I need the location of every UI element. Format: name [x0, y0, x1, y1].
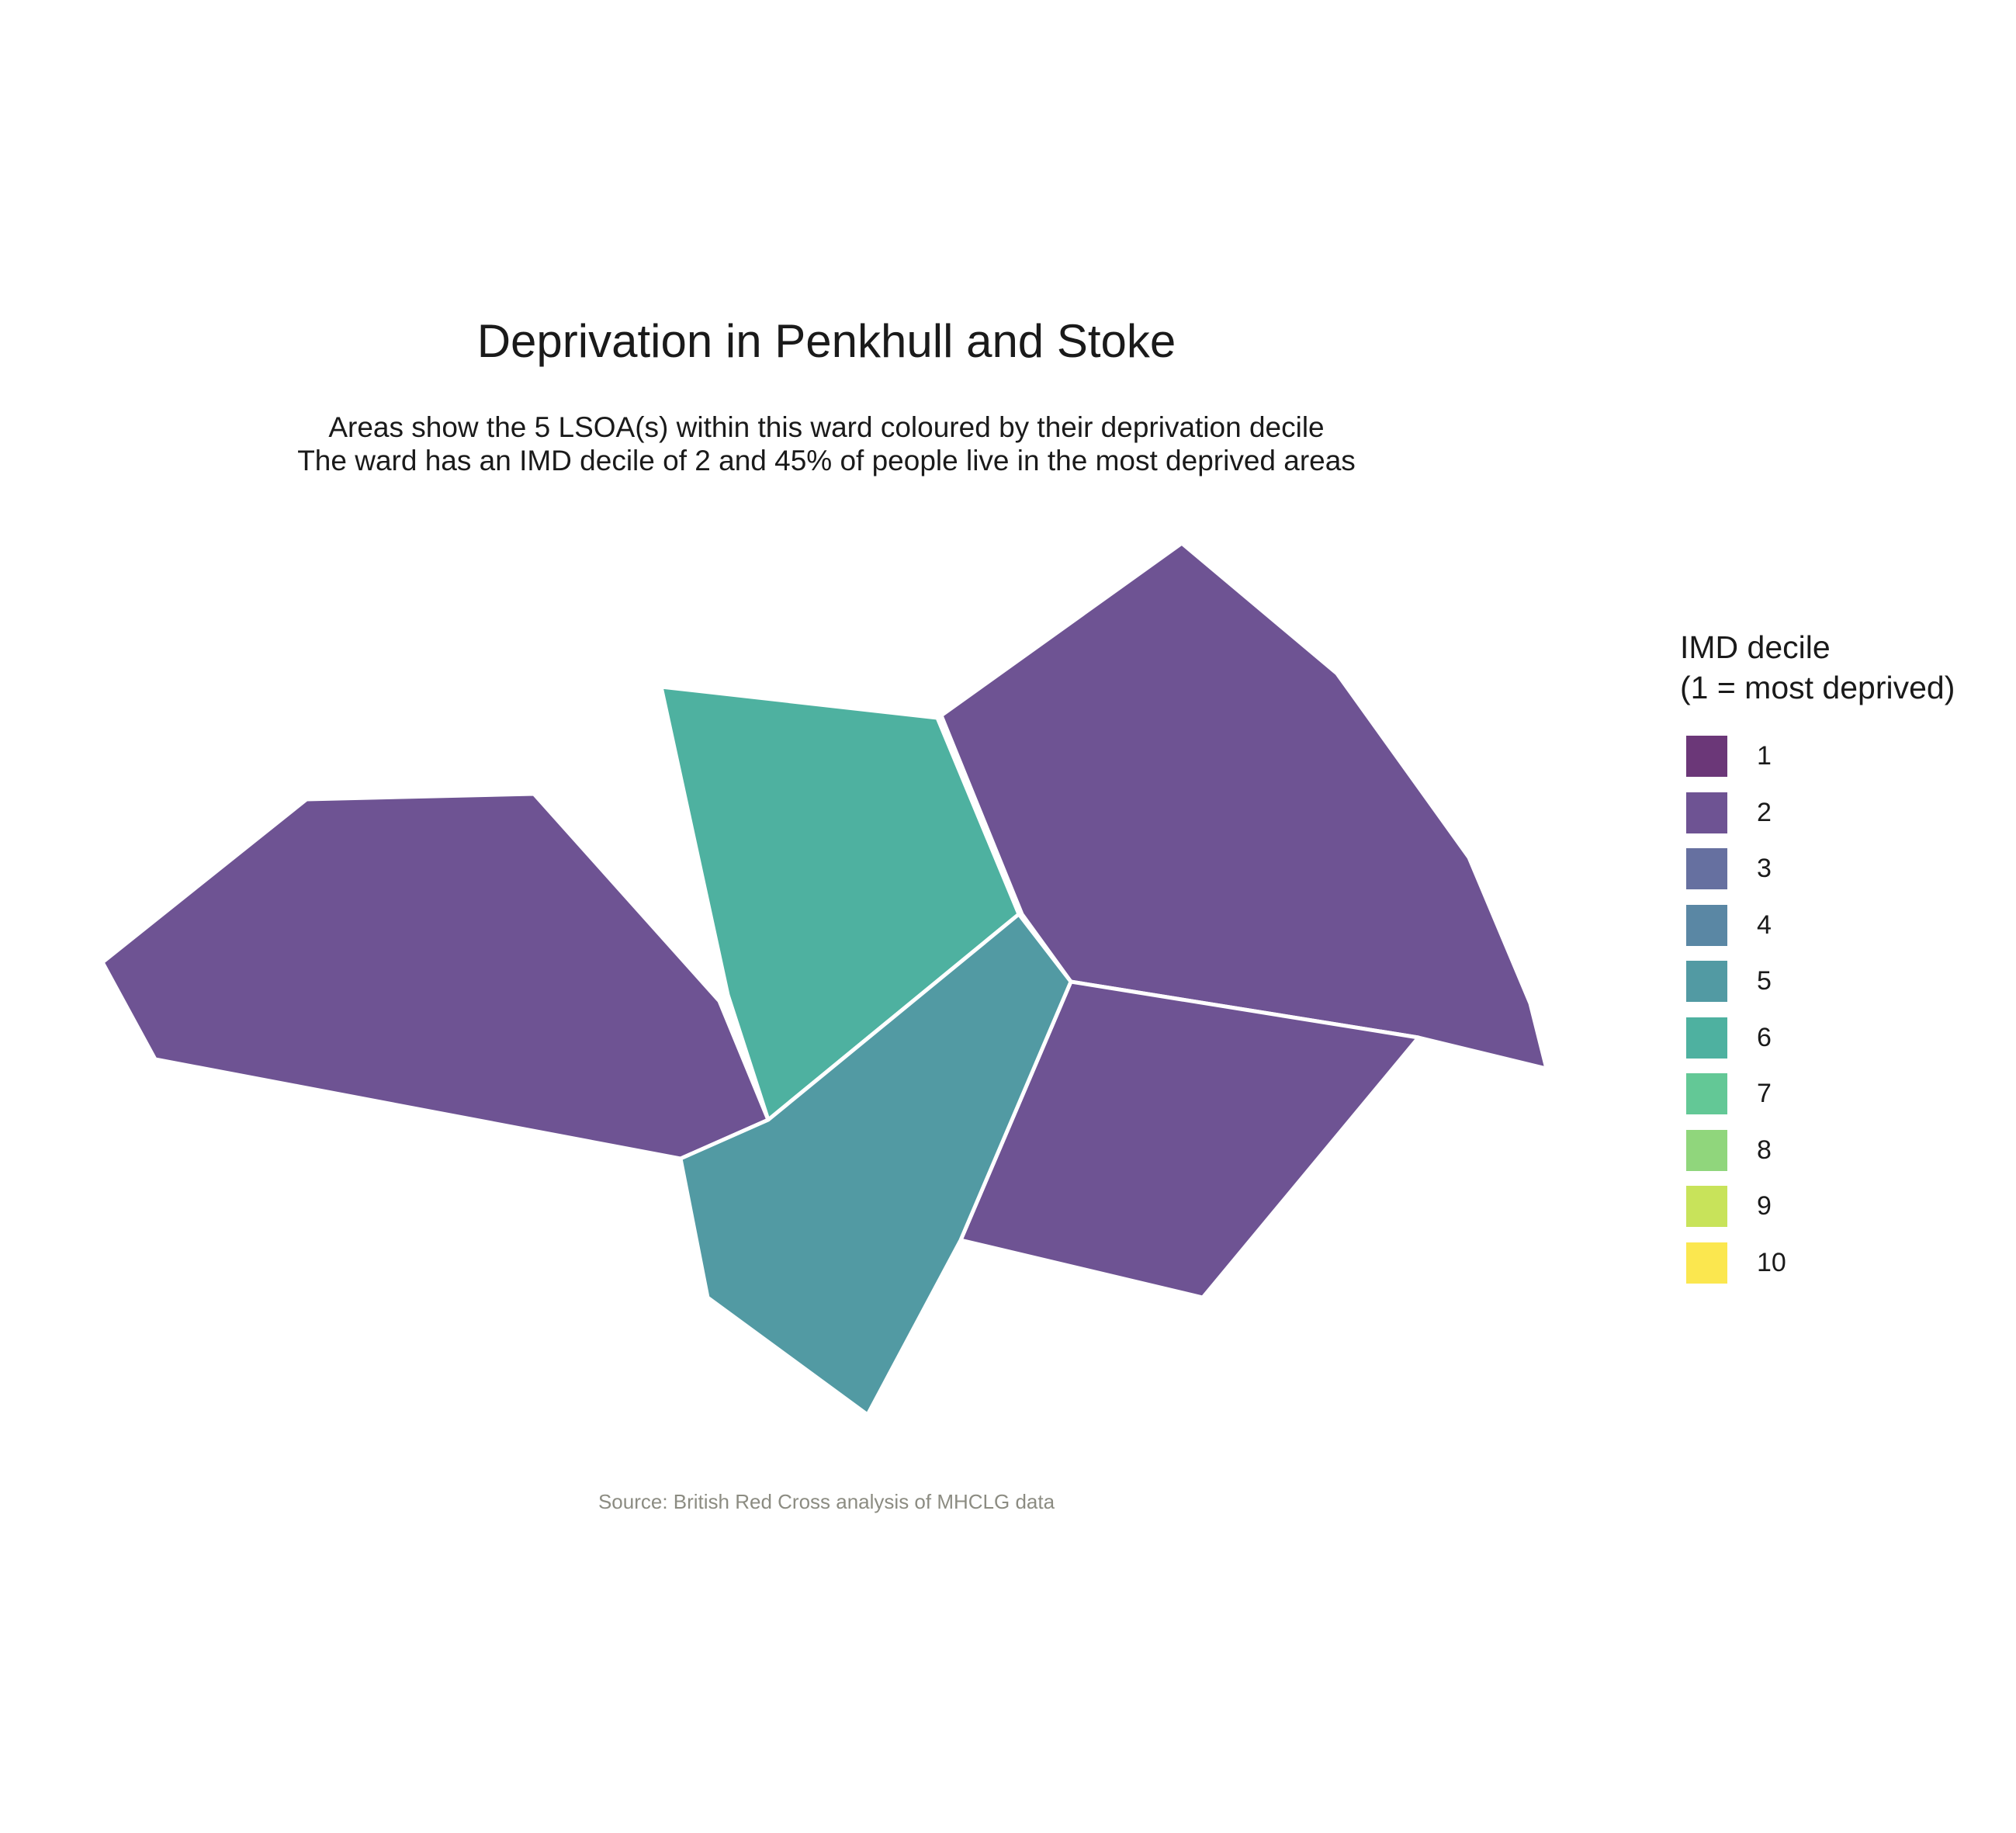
legend-item: 3: [1680, 848, 1955, 905]
legend-title-line-1: IMD decile: [1680, 629, 1831, 665]
legend-swatch: [1686, 1129, 1727, 1171]
map-subtitle-line-1: Areas show the 5 LSOA(s) within this war…: [328, 411, 1325, 443]
legend-swatch: [1686, 848, 1727, 889]
legend-swatch: [1686, 1186, 1727, 1227]
legend-label: 6: [1757, 1022, 1772, 1052]
legend-item: 5: [1680, 961, 1955, 1017]
legend-item: 9: [1680, 1186, 1955, 1242]
map-title: Deprivation in Penkhull and Stoke: [476, 315, 1176, 367]
legend-item: 8: [1680, 1129, 1955, 1187]
legend-item: 4: [1680, 904, 1955, 962]
legend-label: 7: [1757, 1079, 1772, 1108]
legend-item: 7: [1680, 1073, 1955, 1130]
legend-item: 2: [1680, 792, 1955, 849]
legend-swatch: [1686, 792, 1727, 833]
legend-label: 8: [1757, 1135, 1772, 1165]
legend-label: 3: [1757, 854, 1772, 883]
legend-label: 5: [1757, 966, 1772, 996]
legend-swatch: [1686, 1242, 1727, 1284]
legend-label: 9: [1757, 1191, 1772, 1221]
legend: IMD decile (1 = most deprived) 1 2 3 4 5 6 7 8 9…: [1680, 627, 1955, 1298]
legend-label: 2: [1757, 797, 1772, 827]
lsoa-area-west: [100, 792, 771, 1161]
map-source: Source: British Red Cross analysis of MH…: [598, 1490, 1055, 1513]
legend-item: 1: [1680, 736, 1955, 792]
legend-label: 4: [1757, 910, 1772, 940]
legend-label: 1: [1757, 741, 1772, 771]
legend-swatch: [1686, 961, 1727, 1002]
legend-title-line-2: (1 = most deprived): [1680, 670, 1955, 705]
legend-swatch: [1686, 904, 1727, 946]
legend-swatch: [1686, 736, 1727, 777]
legend-items: 1 2 3 4 5 6 7 8 9 10: [1680, 736, 1955, 1298]
legend-swatch: [1686, 1073, 1727, 1114]
legend-swatch: [1686, 1017, 1727, 1059]
legend-item: 6: [1680, 1017, 1955, 1074]
lsoa-area-south-centre: [678, 912, 1073, 1417]
map-subtitle-line-2: The ward has an IMD decile of 2 and 45% …: [297, 445, 1356, 476]
legend-label: 10: [1757, 1247, 1786, 1277]
legend-item: 10: [1680, 1242, 1955, 1299]
